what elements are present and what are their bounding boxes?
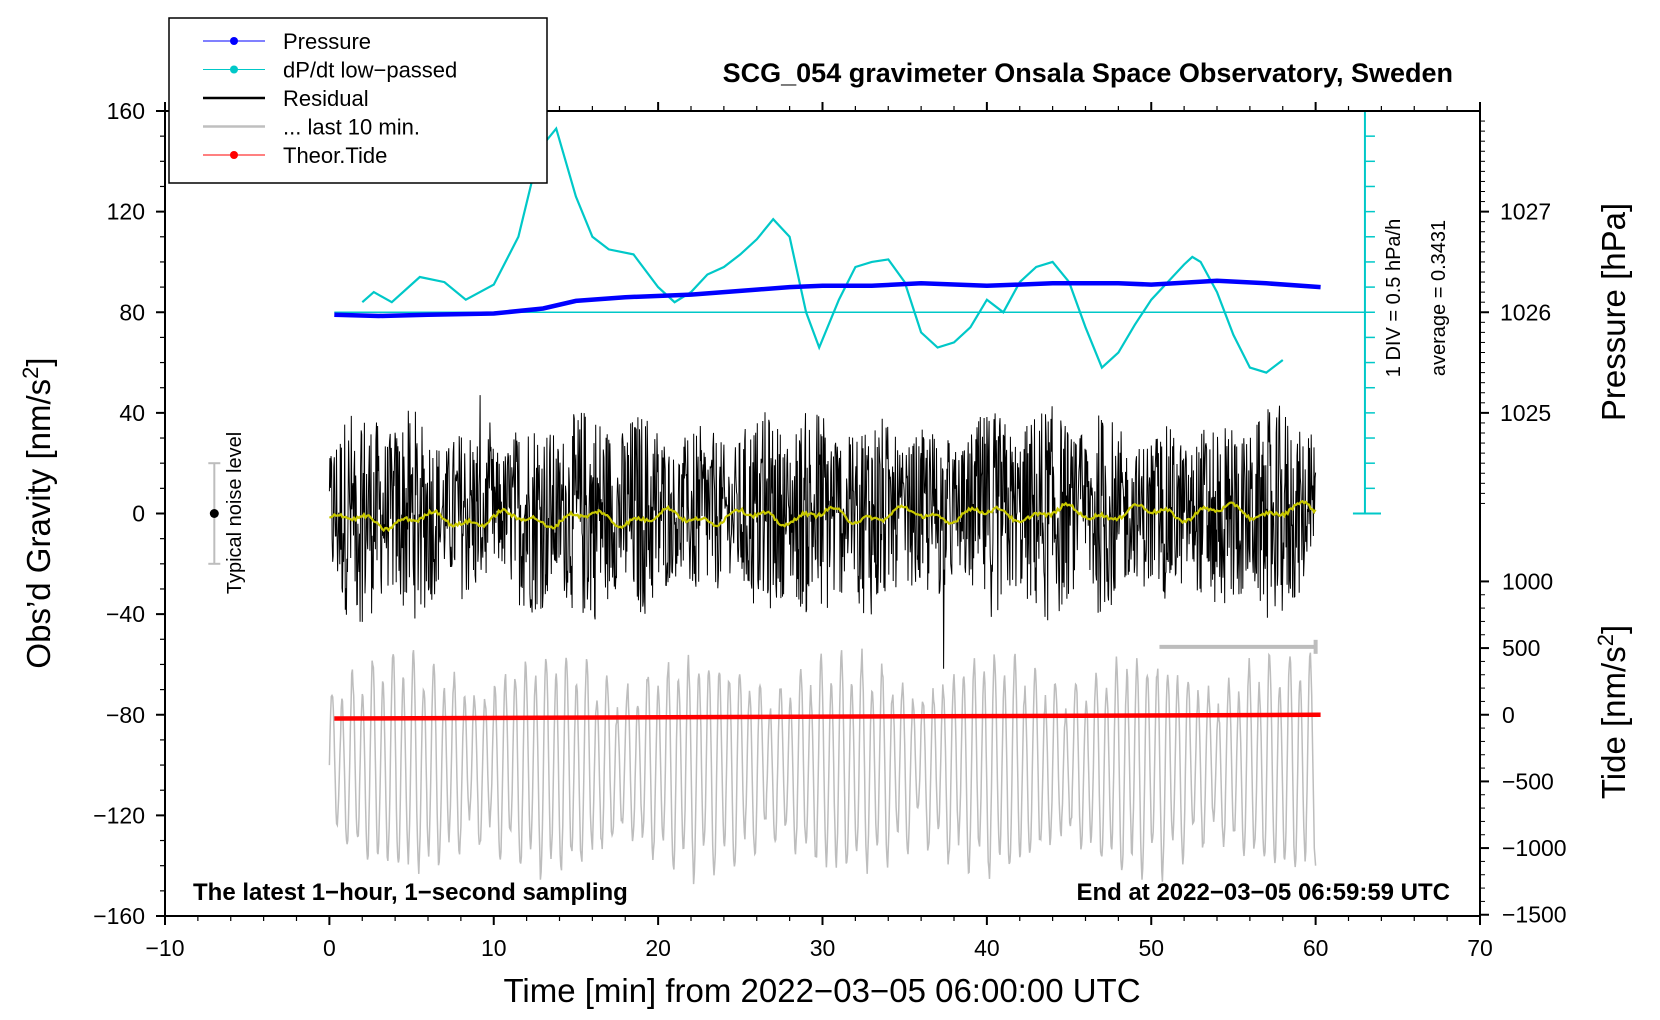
tide-tick-label: −1000 xyxy=(1502,835,1567,861)
last-10-min-marker xyxy=(1159,639,1318,654)
x-axis-label: Time [min] from 2022−03−05 06:00:00 UTC xyxy=(503,972,1140,1009)
y-tick-label: 160 xyxy=(107,98,145,124)
pressure-axis-label: Pressure [hPa] xyxy=(1595,203,1632,421)
legend-marker xyxy=(230,37,238,45)
y-tick-label: −120 xyxy=(93,802,145,828)
pressure-tick-label: 1026 xyxy=(1500,299,1551,325)
tide-tick-label: −500 xyxy=(1502,768,1554,794)
tide-axis-label: Tide [nm/s2] xyxy=(1593,625,1632,799)
dpdt-scale-label: 1 DIV = 0.5 hPa/h xyxy=(1383,219,1405,377)
last-10-min-series-line xyxy=(328,648,1317,885)
legend-label: Theor.Tide xyxy=(283,143,387,168)
tide-tick-label: 0 xyxy=(1502,702,1515,728)
dpdt-series-line xyxy=(361,126,1284,374)
residual-series-line xyxy=(328,395,1317,669)
legend-label: dP/dt low−passed xyxy=(283,58,457,83)
dpdt-scale-bar xyxy=(1352,110,1381,515)
x-tick-label: 30 xyxy=(810,935,836,961)
legend-label: Pressure xyxy=(283,29,371,54)
y-tick-label: 40 xyxy=(119,400,145,426)
pressure-series-line xyxy=(334,278,1321,319)
typical-noise-bar xyxy=(208,462,221,565)
legend-marker xyxy=(230,65,238,74)
noise-bar-dot xyxy=(209,509,219,518)
x-tick-label: 40 xyxy=(974,935,1000,961)
pressure-tick-label: 1025 xyxy=(1500,400,1551,426)
x-tick-label: 0 xyxy=(323,935,336,961)
pressure-tick-label: 1027 xyxy=(1500,199,1551,225)
x-tick-label: −10 xyxy=(145,935,184,961)
y-tick-label: 80 xyxy=(119,299,145,325)
tide-tick-label: 500 xyxy=(1502,635,1540,661)
legend-label: ... last 10 min. xyxy=(283,115,420,140)
y-tick-label: 0 xyxy=(132,501,145,527)
legend: Pressure dP/dt low−passed Residual ... last… xyxy=(168,17,548,184)
y-tick-label: 120 xyxy=(107,199,145,225)
legend-marker xyxy=(230,151,238,159)
x-tick-label: 60 xyxy=(1303,935,1329,961)
x-tick-label: 50 xyxy=(1138,935,1164,961)
x-tick-label: 20 xyxy=(645,935,671,961)
dpdt-average-label: average = 0.3431 xyxy=(1428,220,1450,376)
end-time-note: End at 2022−03−05 06:59:59 UTC xyxy=(1076,879,1450,906)
tide-tick-label: −1500 xyxy=(1502,902,1567,928)
x-tick-label: 70 xyxy=(1467,935,1493,961)
y-tick-label: −160 xyxy=(93,903,145,929)
theor-tide-series-line xyxy=(334,712,1321,721)
chart-title: SCG_054 gravimeter Onsala Space Observat… xyxy=(723,58,1453,88)
x-tick-label: 10 xyxy=(481,935,507,961)
axis-ticks: −10 0 10 20 30 40 50 60 70 −160 −120 −80 −40 0 40 80 120… xyxy=(93,98,1566,961)
residual-mean-line xyxy=(328,499,1317,533)
sampling-note: The latest 1−hour, 1−second sampling xyxy=(193,879,628,906)
legend-label: Residual xyxy=(283,86,369,111)
y-axis-label: Obs’d Gravity [nm/s2] xyxy=(18,357,57,668)
tide-tick-label: 1000 xyxy=(1502,568,1553,594)
y-tick-label: −40 xyxy=(106,601,145,627)
typical-noise-label: Typical noise level xyxy=(224,432,246,594)
y-tick-label: −80 xyxy=(106,702,145,728)
